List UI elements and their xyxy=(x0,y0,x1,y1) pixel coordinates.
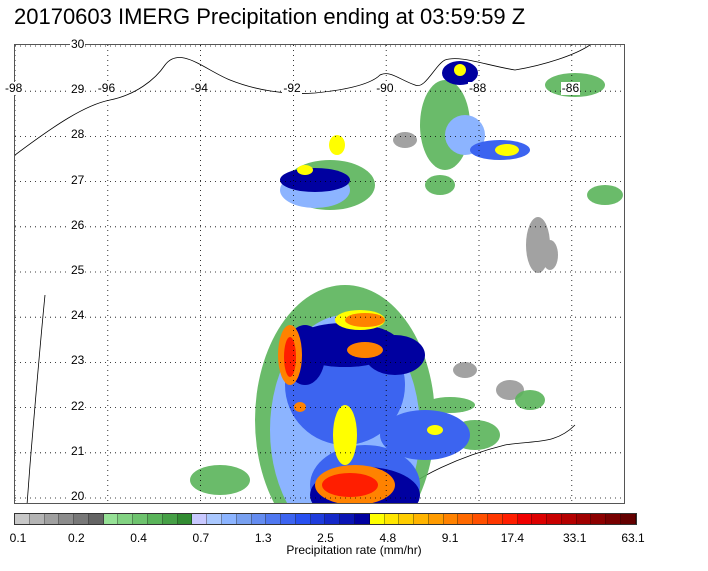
colorbar-cell xyxy=(532,514,548,524)
colorbar-cell xyxy=(340,514,355,524)
lon-label: -98 xyxy=(4,81,24,95)
colorbar-cell xyxy=(473,514,488,524)
colorbar-tick-label: 0.1 xyxy=(9,531,27,545)
colorbar-tick-label: 63.1 xyxy=(621,531,645,545)
colorbar-cell xyxy=(192,514,208,524)
colorbar-cell xyxy=(251,514,267,524)
colorbar-cell xyxy=(118,514,134,524)
lat-label: 22 xyxy=(70,398,86,413)
lat-label: 26 xyxy=(70,217,86,232)
colorbar-cell xyxy=(74,514,89,524)
colorbar-cell xyxy=(576,514,592,524)
lat-label: 28 xyxy=(70,127,86,142)
colorbar-cell xyxy=(310,514,326,524)
colorbar-cell xyxy=(606,514,622,524)
colorbar-cell xyxy=(162,514,178,524)
precipitation-map xyxy=(14,44,625,504)
lon-label: -94 xyxy=(189,81,209,95)
colorbar-tick-label: 17.4 xyxy=(500,531,525,545)
colorbar-cell xyxy=(177,514,193,524)
colorbar xyxy=(14,513,637,525)
colorbar-cell xyxy=(428,514,444,524)
lat-label: 27 xyxy=(70,172,86,187)
colorbar-tick-label: 0.2 xyxy=(67,531,85,545)
colorbar-cell xyxy=(266,514,282,524)
colorbar-cell xyxy=(44,514,60,524)
colorbar-cell xyxy=(621,514,636,524)
colorbar-cell xyxy=(443,514,459,524)
lon-label: -92 xyxy=(282,81,302,95)
lat-lon-grid xyxy=(15,45,624,503)
lon-label: -96 xyxy=(96,81,117,95)
colorbar-label: Precipitation rate (mm/hr) xyxy=(286,543,422,557)
map-canvas xyxy=(15,45,624,503)
colorbar-cell xyxy=(59,514,75,524)
colorbar-cell xyxy=(399,514,415,524)
colorbar-cell xyxy=(221,514,237,524)
lat-label: 25 xyxy=(70,263,86,277)
lat-label: 21 xyxy=(70,443,86,458)
colorbar-cell xyxy=(295,514,311,524)
lat-label: 24 xyxy=(70,308,86,323)
colorbar-cell xyxy=(384,514,400,524)
colorbar-cell xyxy=(458,514,474,524)
colorbar-tick-label: 0.4 xyxy=(130,531,147,545)
colorbar-cell xyxy=(148,514,163,524)
colorbar-cell xyxy=(15,514,30,524)
colorbar-cell xyxy=(281,514,296,524)
colorbar-cell xyxy=(207,514,222,524)
colorbar-cell xyxy=(88,514,104,524)
colorbar-cell xyxy=(502,514,518,524)
colorbar-tick-label: 33.1 xyxy=(563,531,587,545)
colorbar-tick-label: 1.3 xyxy=(254,531,272,545)
lat-label: 29 xyxy=(70,82,86,97)
lon-label: -88 xyxy=(468,81,488,95)
colorbar-cell xyxy=(354,514,370,524)
colorbar-cell xyxy=(561,514,577,524)
colorbar-cell xyxy=(369,514,385,524)
colorbar-cell xyxy=(488,514,503,524)
colorbar-tick-label: 0.7 xyxy=(192,531,210,545)
colorbar-tick-label: 4.8 xyxy=(379,531,397,545)
colorbar-tick-label: 2.5 xyxy=(317,531,334,545)
colorbar-cell xyxy=(591,514,607,524)
colorbar-cell xyxy=(29,514,45,524)
lat-label: 23 xyxy=(70,353,86,368)
colorbar-cell xyxy=(103,514,119,524)
colorbar-cell xyxy=(547,514,562,524)
lon-label: -90 xyxy=(375,81,395,95)
lon-label: -86 xyxy=(560,81,581,95)
colorbar-cell xyxy=(133,514,149,524)
map-title: 20170603 IMERG Precipitation ending at 0… xyxy=(14,4,526,29)
colorbar-cell xyxy=(236,514,252,524)
colorbar-cell xyxy=(414,514,429,524)
colorbar-cell xyxy=(517,514,533,524)
lat-label: 20 xyxy=(70,489,86,503)
colorbar-tick-label: 9.1 xyxy=(441,531,459,545)
lat-label: 30 xyxy=(70,37,86,51)
rain-red xyxy=(284,337,378,497)
colorbar-cell xyxy=(325,514,341,524)
